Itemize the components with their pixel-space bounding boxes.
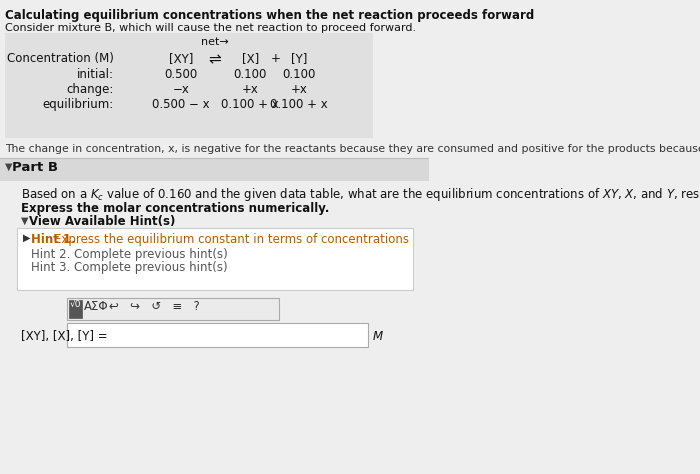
- Text: 0.100 + x: 0.100 + x: [270, 98, 328, 111]
- Text: Hint 2. Complete previous hint(s): Hint 2. Complete previous hint(s): [31, 248, 228, 261]
- Text: M: M: [373, 330, 383, 343]
- FancyBboxPatch shape: [69, 300, 82, 318]
- Text: 0.100: 0.100: [283, 68, 316, 81]
- Text: ▶: ▶: [23, 233, 31, 243]
- Text: ΑΣΦ: ΑΣΦ: [84, 300, 108, 313]
- Text: ↩   ↪   ↺   ≡   ?: ↩ ↪ ↺ ≡ ?: [109, 300, 200, 313]
- FancyBboxPatch shape: [67, 323, 368, 347]
- Text: initial:: initial:: [76, 68, 113, 81]
- FancyBboxPatch shape: [0, 159, 429, 474]
- Text: Hint 3. Complete previous hint(s): Hint 3. Complete previous hint(s): [31, 261, 228, 274]
- Text: 0.100 + x: 0.100 + x: [221, 98, 279, 111]
- Text: Consider mixture B, which will cause the net reaction to proceed forward.: Consider mixture B, which will cause the…: [5, 23, 416, 33]
- Text: [X]: [X]: [241, 52, 259, 65]
- Text: [XY]: [XY]: [169, 52, 193, 65]
- Text: ⇌: ⇌: [209, 52, 221, 67]
- FancyBboxPatch shape: [18, 228, 413, 290]
- Text: change:: change:: [66, 83, 113, 96]
- Text: 0.100: 0.100: [234, 68, 267, 81]
- Text: −x: −x: [172, 83, 190, 96]
- Text: The change in concentration, x, is negative for the reactants because they are c: The change in concentration, x, is negat…: [5, 144, 700, 154]
- Text: 0.500: 0.500: [164, 68, 197, 81]
- Text: +x: +x: [241, 83, 259, 96]
- Text: +: +: [271, 52, 281, 65]
- Text: Concentration (M): Concentration (M): [6, 52, 113, 65]
- Text: equilibrium:: equilibrium:: [42, 98, 113, 111]
- Text: net→: net→: [201, 37, 228, 47]
- Text: [Y]: [Y]: [291, 52, 307, 65]
- Text: Hint 1.: Hint 1.: [31, 233, 76, 246]
- FancyBboxPatch shape: [0, 159, 429, 181]
- Text: Based on a $K_c$ value of 0.160 and the given data table, what are the equilibri: Based on a $K_c$ value of 0.160 and the …: [22, 186, 700, 203]
- Text: ▼: ▼: [22, 216, 29, 226]
- Text: Part B: Part B: [13, 161, 58, 174]
- FancyBboxPatch shape: [5, 33, 373, 138]
- Text: Calculating equilibrium concentrations when the net reaction proceeds forward: Calculating equilibrium concentrations w…: [5, 9, 534, 22]
- FancyBboxPatch shape: [67, 298, 279, 320]
- Text: ▼: ▼: [5, 162, 13, 172]
- Text: 0.500 − x: 0.500 − x: [152, 98, 210, 111]
- Text: +x: +x: [290, 83, 308, 96]
- Text: Express the molar concentrations numerically.: Express the molar concentrations numeric…: [22, 202, 330, 215]
- Text: View Available Hint(s): View Available Hint(s): [29, 215, 176, 228]
- Text: [XY], [X], [Y] =: [XY], [X], [Y] =: [22, 330, 108, 343]
- Text: √0: √0: [70, 300, 81, 309]
- Text: Express the equilibrium constant in terms of concentrations: Express the equilibrium constant in term…: [54, 233, 409, 246]
